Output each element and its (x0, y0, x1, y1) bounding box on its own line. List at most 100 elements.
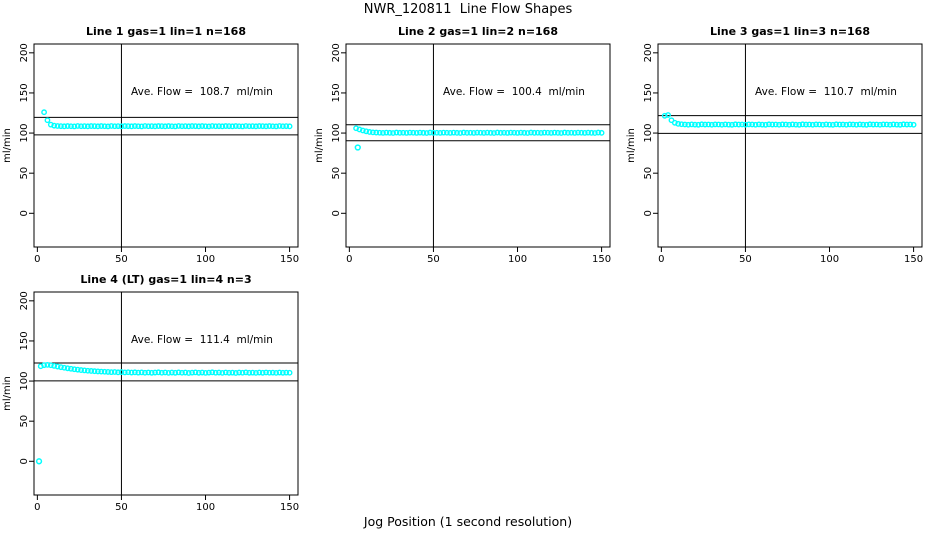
y-tick-label: 100 (19, 372, 30, 391)
data-point (745, 121, 752, 128)
data-point (152, 123, 158, 130)
panel-line-1-title: Line 1 gas=1 lin=1 n=168 (85, 25, 246, 38)
data-point (534, 129, 541, 136)
data-point (840, 121, 846, 128)
data-point (544, 129, 551, 136)
data-point (470, 130, 477, 136)
y-axis-label: ml/min (2, 376, 13, 411)
data-point (209, 369, 216, 376)
y-tick-label: 200 (643, 43, 654, 62)
data-point (125, 123, 132, 130)
data-point (698, 121, 705, 128)
data-point (433, 129, 440, 136)
data-point (44, 117, 51, 124)
data-point (887, 121, 893, 128)
data-point (480, 130, 487, 136)
data-point (263, 123, 269, 130)
data-point (249, 123, 256, 130)
data-point (477, 129, 484, 136)
data-point (722, 121, 729, 128)
data-point (685, 121, 692, 128)
x-tick-label: 50 (427, 254, 440, 265)
data-point (366, 129, 373, 135)
data-point (816, 121, 823, 128)
data-point (219, 123, 226, 130)
data-point (61, 364, 68, 371)
x-tick-label: 0 (34, 502, 40, 513)
data-point (383, 129, 390, 136)
plot-box (33, 291, 299, 496)
data-point (551, 129, 558, 136)
data-point (269, 123, 276, 130)
data-point (58, 364, 64, 371)
data-point (259, 369, 266, 376)
data-point (71, 366, 78, 373)
data-point (121, 123, 128, 129)
data-point (236, 123, 243, 130)
data-point (877, 121, 883, 128)
panel-line-4-plot: 0 50 100 150 200 0 50 100 150 ml/min (2, 291, 299, 513)
outlier-point (35, 458, 43, 465)
data-point (84, 123, 91, 130)
data-point (121, 369, 128, 376)
data-point (155, 369, 162, 376)
data-point (494, 129, 501, 136)
x-tick-label: 50 (739, 254, 752, 265)
data-point (168, 123, 175, 130)
data-point (715, 121, 722, 128)
y-axis-label: ml/min (2, 128, 13, 163)
data-point (118, 123, 125, 130)
data-point (729, 121, 735, 128)
y-tick-label: 0 (19, 458, 30, 464)
data-point (396, 129, 403, 136)
data-point (283, 369, 290, 376)
data-point (189, 369, 195, 376)
x-tick-label: 100 (196, 254, 215, 265)
data-point (91, 123, 98, 130)
data-point (487, 129, 494, 136)
y-tick-label: 150 (643, 83, 654, 102)
data-point (538, 130, 544, 136)
data-point (873, 121, 880, 128)
data-point (484, 129, 491, 136)
data-point (792, 121, 799, 128)
data-point (769, 121, 776, 128)
x-tick-label: 150 (280, 502, 299, 513)
y-tick-label: 200 (19, 291, 30, 310)
y-tick-label: 100 (19, 124, 30, 143)
y-tick-label: 50 (19, 415, 30, 428)
y-tick-label: 150 (19, 331, 30, 350)
data-point (165, 123, 172, 129)
data-point (850, 121, 856, 128)
data-point (145, 369, 152, 376)
data-point (907, 121, 914, 128)
data-point (47, 362, 54, 369)
data-point (457, 130, 464, 136)
data-point (185, 370, 192, 376)
data-point (115, 369, 121, 376)
data-point (131, 369, 138, 376)
data-point (269, 369, 276, 376)
data-point (219, 369, 226, 376)
data-point (182, 369, 189, 376)
x-tick-label: 150 (280, 254, 299, 265)
data-point (890, 121, 897, 128)
x-tick-label: 0 (34, 254, 40, 265)
data-point (142, 123, 148, 129)
data-point (266, 369, 273, 376)
data-point (588, 129, 595, 136)
data-point (910, 121, 917, 128)
data-point (370, 129, 376, 136)
data-point (755, 121, 762, 128)
data-point (427, 129, 433, 136)
data-point (853, 121, 860, 128)
data-point (903, 121, 910, 128)
data-point (578, 129, 585, 136)
data-point (202, 369, 209, 376)
data-point (179, 369, 185, 376)
y-tick-label: 50 (19, 167, 30, 180)
data-point (782, 121, 789, 128)
figure-title: NWR_120811 Line Flow Shapes (363, 2, 573, 17)
data-point (860, 121, 867, 128)
data-point (128, 123, 135, 130)
